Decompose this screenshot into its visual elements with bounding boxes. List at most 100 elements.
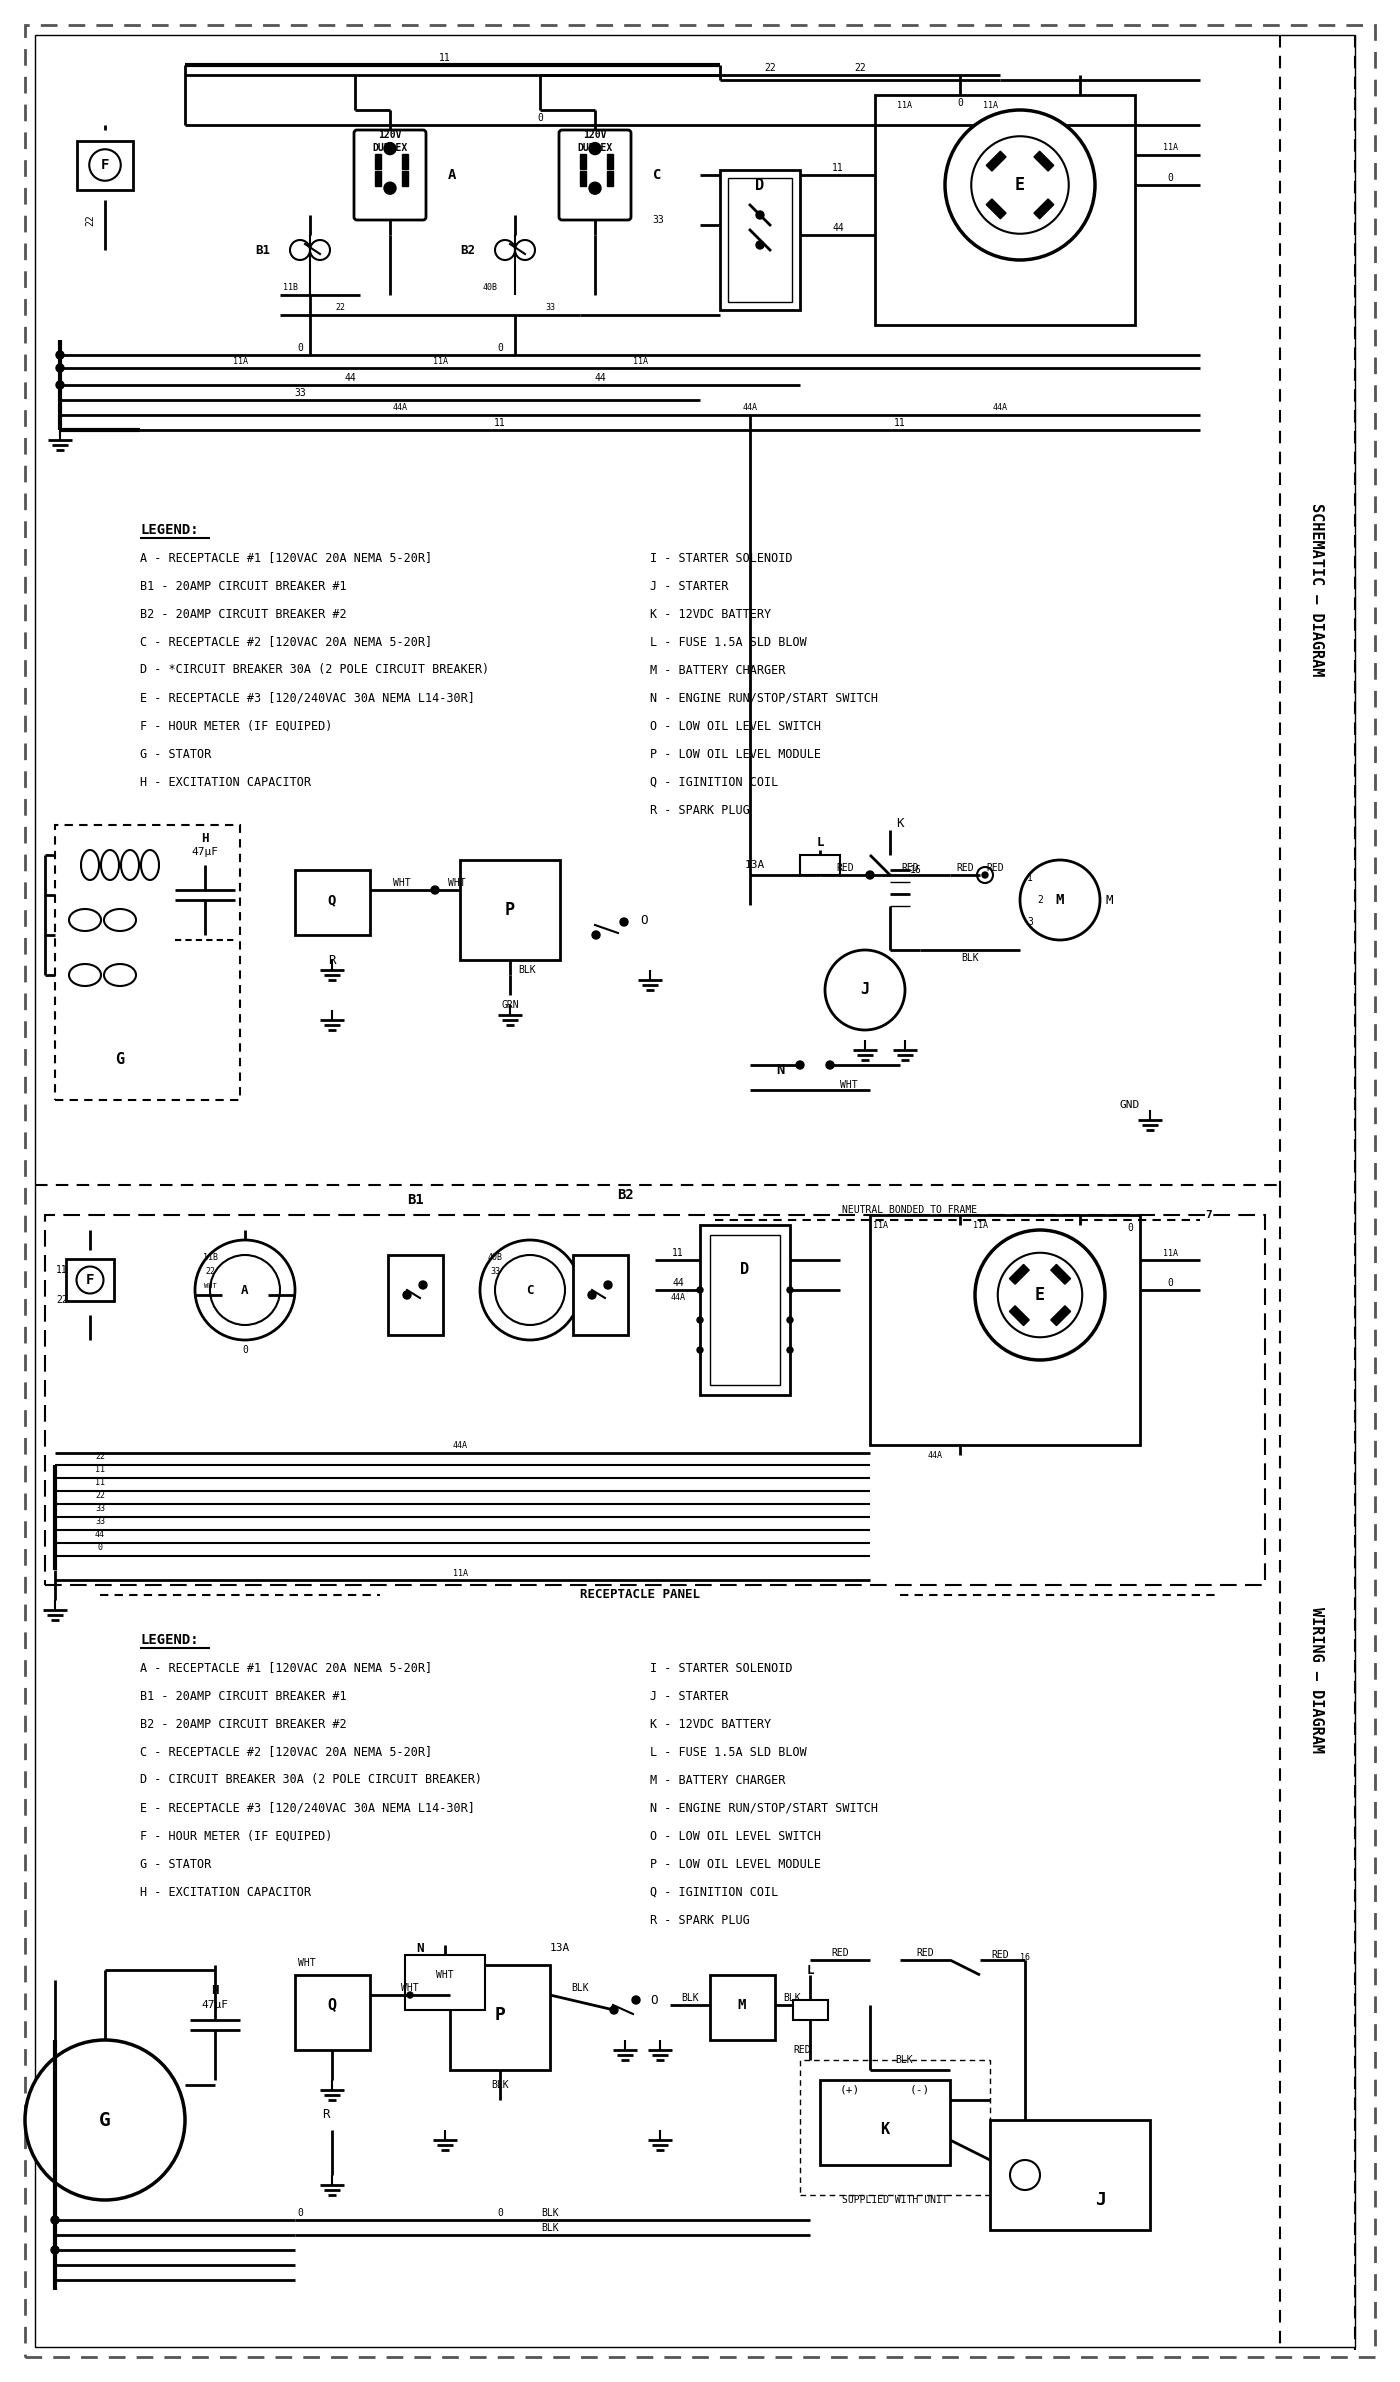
Text: 11A: 11A bbox=[232, 357, 248, 364]
Text: 44: 44 bbox=[344, 374, 356, 384]
Text: 120V: 120V bbox=[584, 131, 606, 141]
Bar bbox=[1009, 1265, 1029, 1284]
Circle shape bbox=[697, 1286, 703, 1293]
Text: 11A: 11A bbox=[433, 357, 448, 364]
Bar bbox=[720, 169, 799, 310]
Circle shape bbox=[419, 1282, 427, 1289]
Circle shape bbox=[756, 212, 764, 219]
Text: M: M bbox=[1105, 893, 1113, 908]
Text: 44: 44 bbox=[95, 1529, 105, 1539]
Bar bbox=[875, 95, 1135, 324]
Circle shape bbox=[974, 1229, 1105, 1360]
Text: L: L bbox=[806, 1963, 813, 1977]
Text: G - STATOR: G - STATOR bbox=[140, 748, 211, 760]
Text: BLK: BLK bbox=[682, 1994, 699, 2003]
Circle shape bbox=[610, 2006, 617, 2015]
Text: 40B: 40B bbox=[483, 283, 497, 293]
Circle shape bbox=[25, 2039, 185, 2201]
Text: 11: 11 bbox=[95, 1477, 105, 1486]
Bar bbox=[375, 155, 381, 169]
Circle shape bbox=[756, 241, 764, 250]
Text: 11A: 11A bbox=[452, 1567, 468, 1577]
Text: 11B: 11B bbox=[283, 283, 297, 293]
Text: R: R bbox=[322, 2108, 330, 2122]
Bar bbox=[710, 1975, 776, 2039]
Circle shape bbox=[797, 1060, 804, 1070]
Text: F: F bbox=[101, 157, 109, 172]
Bar bbox=[820, 2079, 951, 2165]
Bar bbox=[710, 1234, 780, 1384]
Text: H: H bbox=[202, 831, 209, 846]
Text: WHT: WHT bbox=[448, 879, 466, 888]
Text: BLK: BLK bbox=[542, 2208, 559, 2218]
Text: BLK: BLK bbox=[518, 965, 536, 974]
Text: 11: 11 bbox=[895, 417, 906, 429]
Text: O: O bbox=[650, 1994, 658, 2006]
Text: WHT: WHT bbox=[402, 1982, 419, 1994]
Text: WIRING — DIAGRAM: WIRING — DIAGRAM bbox=[1309, 1608, 1324, 1753]
Circle shape bbox=[825, 950, 904, 1029]
Bar bbox=[792, 2001, 827, 2020]
Text: P - LOW OIL LEVEL MODULE: P - LOW OIL LEVEL MODULE bbox=[650, 1858, 820, 1870]
Text: NEUTRAL BONDED TO FRAME: NEUTRAL BONDED TO FRAME bbox=[843, 1205, 977, 1215]
Text: R - SPARK PLUG: R - SPARK PLUG bbox=[650, 1913, 750, 1927]
Text: M: M bbox=[738, 1998, 746, 2013]
Circle shape bbox=[407, 1991, 413, 1998]
Bar bbox=[1035, 200, 1054, 219]
Text: 22: 22 bbox=[56, 1296, 69, 1305]
Text: RED: RED bbox=[792, 2046, 811, 2056]
Bar bbox=[295, 869, 370, 936]
Text: F - HOUR METER (IF EQUIPED): F - HOUR METER (IF EQUIPED) bbox=[140, 719, 332, 734]
Text: P - LOW OIL LEVEL MODULE: P - LOW OIL LEVEL MODULE bbox=[650, 748, 820, 760]
Text: 44A: 44A bbox=[671, 1293, 686, 1303]
Text: BLK: BLK bbox=[895, 2056, 913, 2065]
Text: D - CIRCUIT BREAKER 30A (2 POLE CIRCUIT BREAKER): D - CIRCUIT BREAKER 30A (2 POLE CIRCUIT … bbox=[140, 1775, 482, 1786]
Text: O - LOW OIL LEVEL SWITCH: O - LOW OIL LEVEL SWITCH bbox=[650, 1829, 820, 1844]
Text: Q - IGINITION COIL: Q - IGINITION COIL bbox=[650, 1887, 778, 1898]
Text: BLK: BLK bbox=[542, 2222, 559, 2232]
Text: LEGEND:: LEGEND: bbox=[140, 524, 199, 536]
Bar bbox=[45, 1215, 1266, 1584]
Text: K: K bbox=[896, 817, 904, 829]
Text: 3: 3 bbox=[1028, 917, 1033, 927]
Bar bbox=[295, 1975, 370, 2051]
Text: WHT: WHT bbox=[393, 879, 410, 888]
Text: F - HOUR METER (IF EQUIPED): F - HOUR METER (IF EQUIPED) bbox=[140, 1829, 332, 1844]
Text: 22: 22 bbox=[95, 1491, 105, 1501]
Text: 11A: 11A bbox=[983, 100, 997, 110]
Text: I - STARTER SOLENOID: I - STARTER SOLENOID bbox=[650, 553, 792, 565]
FancyBboxPatch shape bbox=[354, 131, 426, 219]
Text: 44: 44 bbox=[594, 374, 606, 384]
Text: 11A: 11A bbox=[872, 1220, 888, 1229]
Text: 2: 2 bbox=[1037, 896, 1043, 905]
Text: RED: RED bbox=[956, 862, 974, 872]
Text: 11B: 11B bbox=[203, 1253, 217, 1262]
Text: H - EXCITATION CAPACITOR: H - EXCITATION CAPACITOR bbox=[140, 1887, 311, 1898]
Bar bbox=[869, 1215, 1140, 1446]
Text: 44A: 44A bbox=[392, 403, 407, 412]
Bar bbox=[55, 824, 239, 1100]
Text: 7: 7 bbox=[1205, 1210, 1212, 1220]
Text: RED: RED bbox=[991, 1951, 1009, 1960]
Text: R: R bbox=[328, 953, 336, 967]
Text: 0: 0 bbox=[242, 1346, 248, 1355]
Text: 40B: 40B bbox=[487, 1253, 503, 1262]
Text: N: N bbox=[776, 1062, 784, 1077]
Text: G: G bbox=[99, 2110, 111, 2130]
Text: DUPLEX: DUPLEX bbox=[372, 143, 407, 152]
Bar bbox=[1051, 1265, 1071, 1284]
Text: J - STARTER: J - STARTER bbox=[650, 579, 728, 593]
Circle shape bbox=[515, 241, 535, 260]
Bar bbox=[77, 141, 133, 191]
Text: E: E bbox=[1035, 1286, 1044, 1303]
Text: 33: 33 bbox=[652, 214, 664, 224]
Text: 44A: 44A bbox=[993, 403, 1008, 412]
Bar bbox=[388, 1255, 442, 1334]
Text: 0: 0 bbox=[297, 343, 302, 353]
Text: E - RECEPTACLE #3 [120/240VAC 30A NEMA L14-30R]: E - RECEPTACLE #3 [120/240VAC 30A NEMA L… bbox=[140, 691, 475, 705]
Text: 0: 0 bbox=[1168, 1279, 1173, 1289]
Text: D: D bbox=[741, 1262, 749, 1277]
Text: 11A: 11A bbox=[1162, 1248, 1177, 1258]
Text: I - STARTER SOLENOID: I - STARTER SOLENOID bbox=[650, 1663, 792, 1675]
Text: BLK: BLK bbox=[962, 953, 979, 962]
